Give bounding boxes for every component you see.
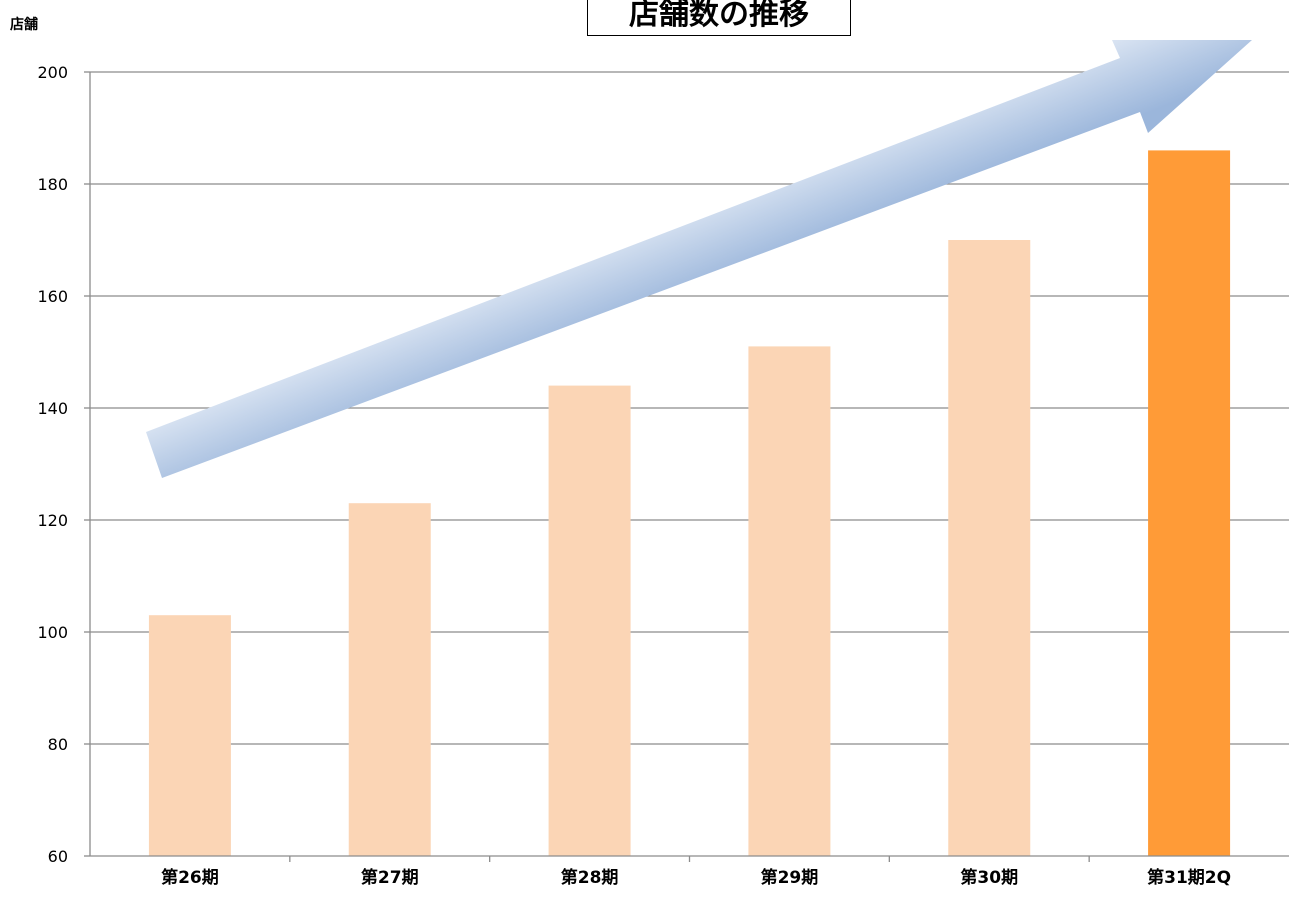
x-category-label: 第29期	[761, 867, 819, 888]
y-tick-label: 180	[37, 175, 68, 194]
y-tick-label: 60	[48, 847, 68, 866]
bars	[148, 150, 1231, 856]
y-tick-label: 160	[37, 287, 68, 306]
bar-2	[348, 503, 431, 856]
x-category-label: 第31期2Q	[1147, 867, 1231, 888]
chart-title: 店舗数の推移	[587, 0, 851, 36]
bar-6	[1148, 150, 1231, 856]
y-tick-label: 100	[37, 623, 68, 642]
bar-3	[548, 385, 631, 856]
bar-4	[748, 346, 831, 856]
x-category-label: 第28期	[561, 867, 619, 888]
bar-5	[948, 240, 1031, 856]
trend-arrow-group	[146, 40, 1252, 478]
y-axis-unit-label: 店舗	[10, 17, 38, 33]
x-category-label: 第27期	[361, 867, 419, 888]
x-category-label: 第26期	[161, 867, 219, 888]
y-tick-label: 120	[37, 511, 68, 530]
x-category-label: 第30期	[960, 867, 1018, 888]
bar-1	[148, 615, 231, 856]
y-tick-label: 80	[48, 735, 68, 754]
tick-labels: 60 80 100 120 140 160 180 200 第26期 第27期 第28期 第29期 第3…	[37, 63, 1231, 888]
y-tick-label: 140	[37, 399, 68, 418]
axes	[84, 71, 1289, 862]
trend-arrow	[146, 40, 1252, 478]
grid-lines	[90, 71, 1289, 745]
y-tick-label: 200	[37, 63, 68, 82]
